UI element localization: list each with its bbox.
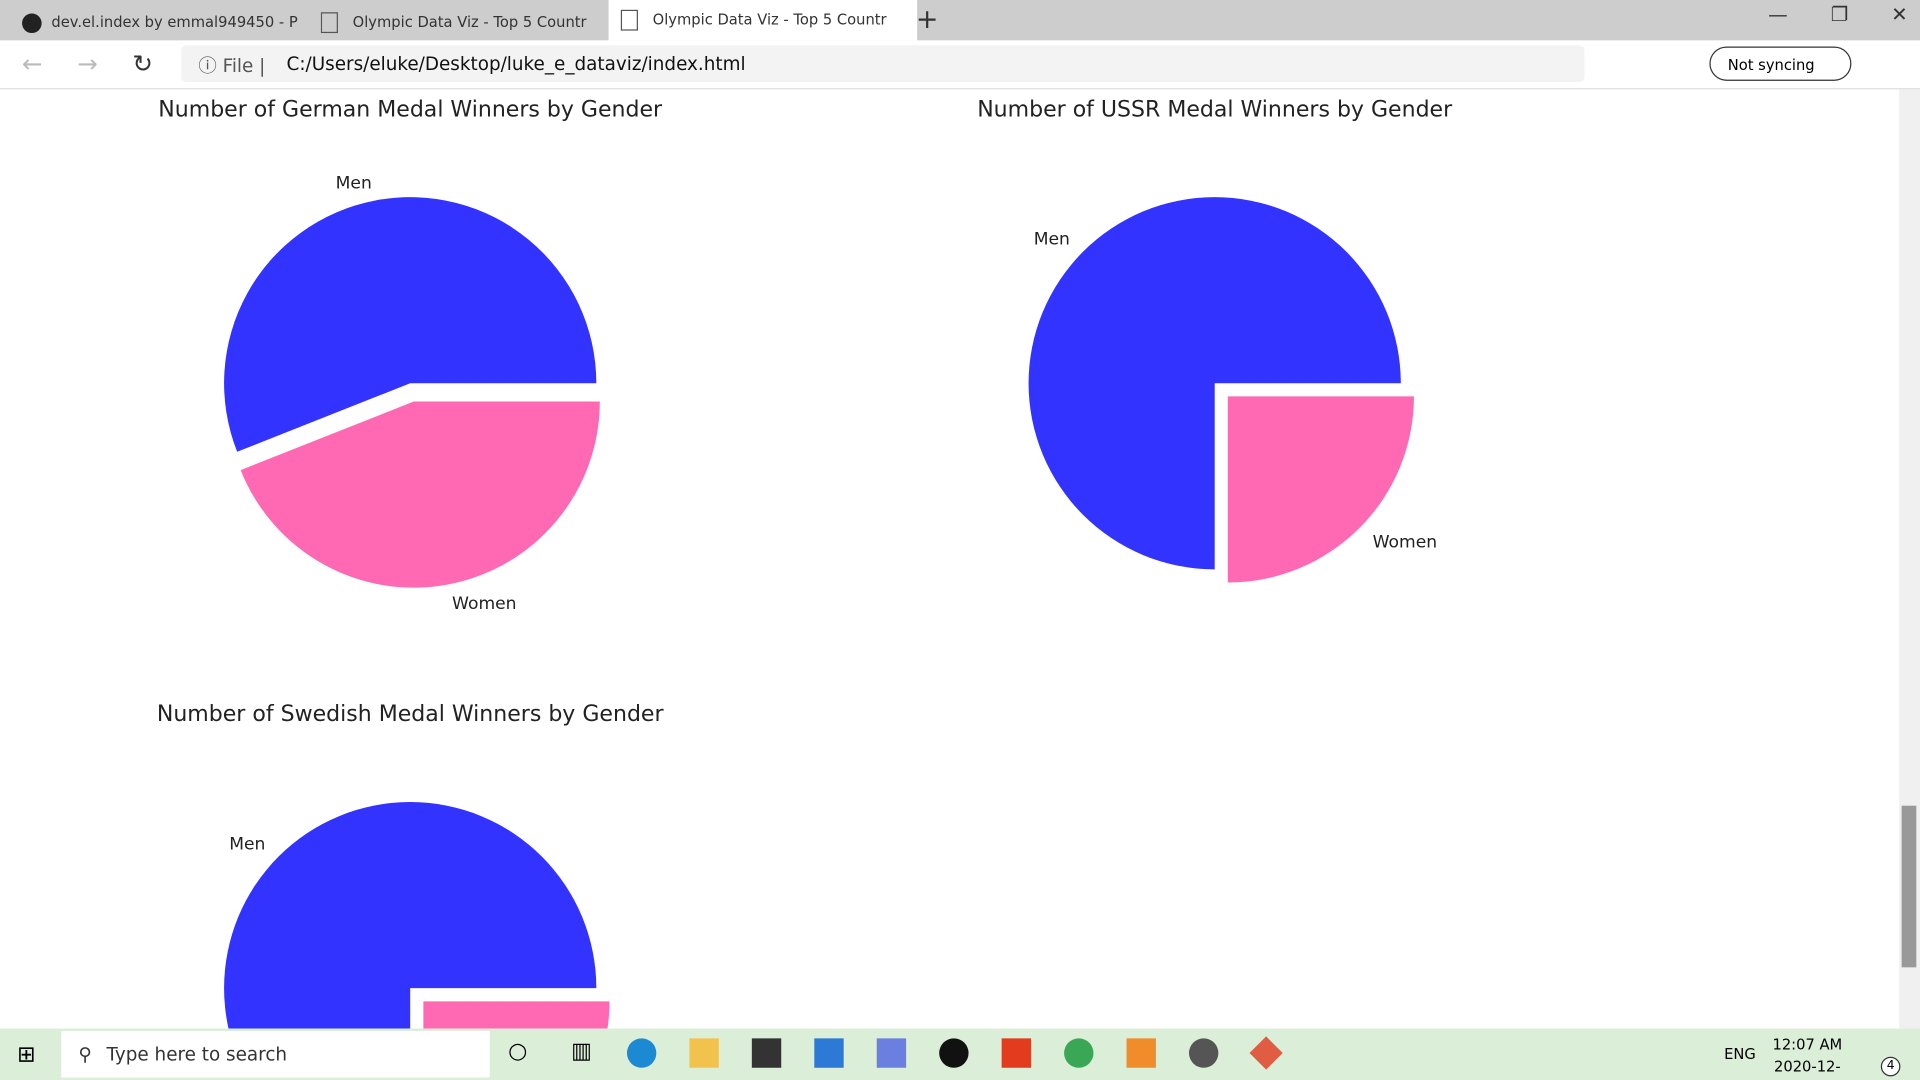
address-bar[interactable] xyxy=(181,45,1585,83)
scrollbar[interactable] xyxy=(1899,89,1920,1029)
address-label: ⓘ File | xyxy=(198,55,266,78)
clock[interactable]: 12:07 AM 2020-12-19 xyxy=(1768,1033,1846,1080)
app-icon[interactable] xyxy=(939,1038,969,1068)
pinned-apps xyxy=(626,1036,1313,1072)
pie-wedge xyxy=(1028,197,1401,570)
app-icon[interactable] xyxy=(814,1038,844,1068)
app-icon[interactable] xyxy=(1249,1036,1283,1070)
new-tab[interactable]: + xyxy=(915,4,939,36)
pie-label: Women xyxy=(1373,532,1437,552)
date: 2020-12-19 xyxy=(1773,1057,1841,1076)
language[interactable]: ENG xyxy=(1724,1045,1756,1063)
app-icon[interactable] xyxy=(689,1038,719,1068)
tab-title: Olympic Data Viz - Top 5 Countr xyxy=(352,13,587,31)
time: 12:07 AM xyxy=(1772,1035,1843,1054)
viewport: Number of German Medal Winners by Gender… xyxy=(0,89,1920,1029)
app-icon[interactable] xyxy=(876,1038,907,1068)
pie-wedge xyxy=(1227,396,1414,583)
tab[interactable]: Olympic Data Viz - Top 5 Countr xyxy=(320,5,597,39)
tab[interactable]: Olympic Data Viz - Top 5 Countr xyxy=(608,0,918,41)
app-icon[interactable] xyxy=(1188,1038,1219,1068)
task-icons[interactable]: ○ ▥ xyxy=(508,1038,592,1065)
tab[interactable]: dev.el.index by emmal949450 - P xyxy=(22,5,298,39)
search-placeholder: Type here to search xyxy=(106,1043,288,1066)
app-icon[interactable] xyxy=(1126,1038,1156,1068)
tab-title: dev.el.index by emmal949450 - P xyxy=(51,13,298,31)
app-icon[interactable] xyxy=(626,1038,657,1068)
search-box[interactable]: ⚲ Type here to search xyxy=(61,1031,490,1078)
pie-label: Men xyxy=(229,835,265,855)
pie-wedge xyxy=(224,197,597,452)
pie-wedge xyxy=(240,401,600,588)
url: C:/Users/eluke/Desktop/luke_e_dataviz/in… xyxy=(286,52,746,75)
charts: Number of German Medal Winners by Gender… xyxy=(157,97,1453,1029)
window-controls[interactable]: — ❐ ✕ xyxy=(1768,2,1908,26)
notification-badge[interactable]: 4 xyxy=(1880,1056,1901,1077)
pie-wedge xyxy=(423,1001,610,1029)
pie-wedge xyxy=(224,802,597,1029)
pie-label: Men xyxy=(1034,230,1070,250)
start-button[interactable]: ⊞ xyxy=(17,1042,36,1068)
app-icon[interactable] xyxy=(1001,1038,1032,1068)
pie-label: Men xyxy=(336,173,372,193)
app-icon[interactable] xyxy=(1064,1038,1094,1068)
nav-buttons[interactable]: ← → ↻ xyxy=(22,48,154,79)
file-label: File xyxy=(222,55,254,78)
chart-title: Number of German Medal Winners by Gender xyxy=(158,97,663,122)
chart-title: Number of Swedish Medal Winners by Gende… xyxy=(157,702,665,727)
pie-label: Women xyxy=(452,594,516,614)
tab-strip xyxy=(0,0,1920,41)
sync-label: Not syncing xyxy=(1727,56,1815,74)
tab-title: Olympic Data Viz - Top 5 Countr xyxy=(652,11,887,29)
chart-title: Number of USSR Medal Winners by Gender xyxy=(977,97,1453,122)
app-icon[interactable] xyxy=(751,1038,782,1068)
sync-button[interactable]: Not syncing xyxy=(1709,46,1852,81)
